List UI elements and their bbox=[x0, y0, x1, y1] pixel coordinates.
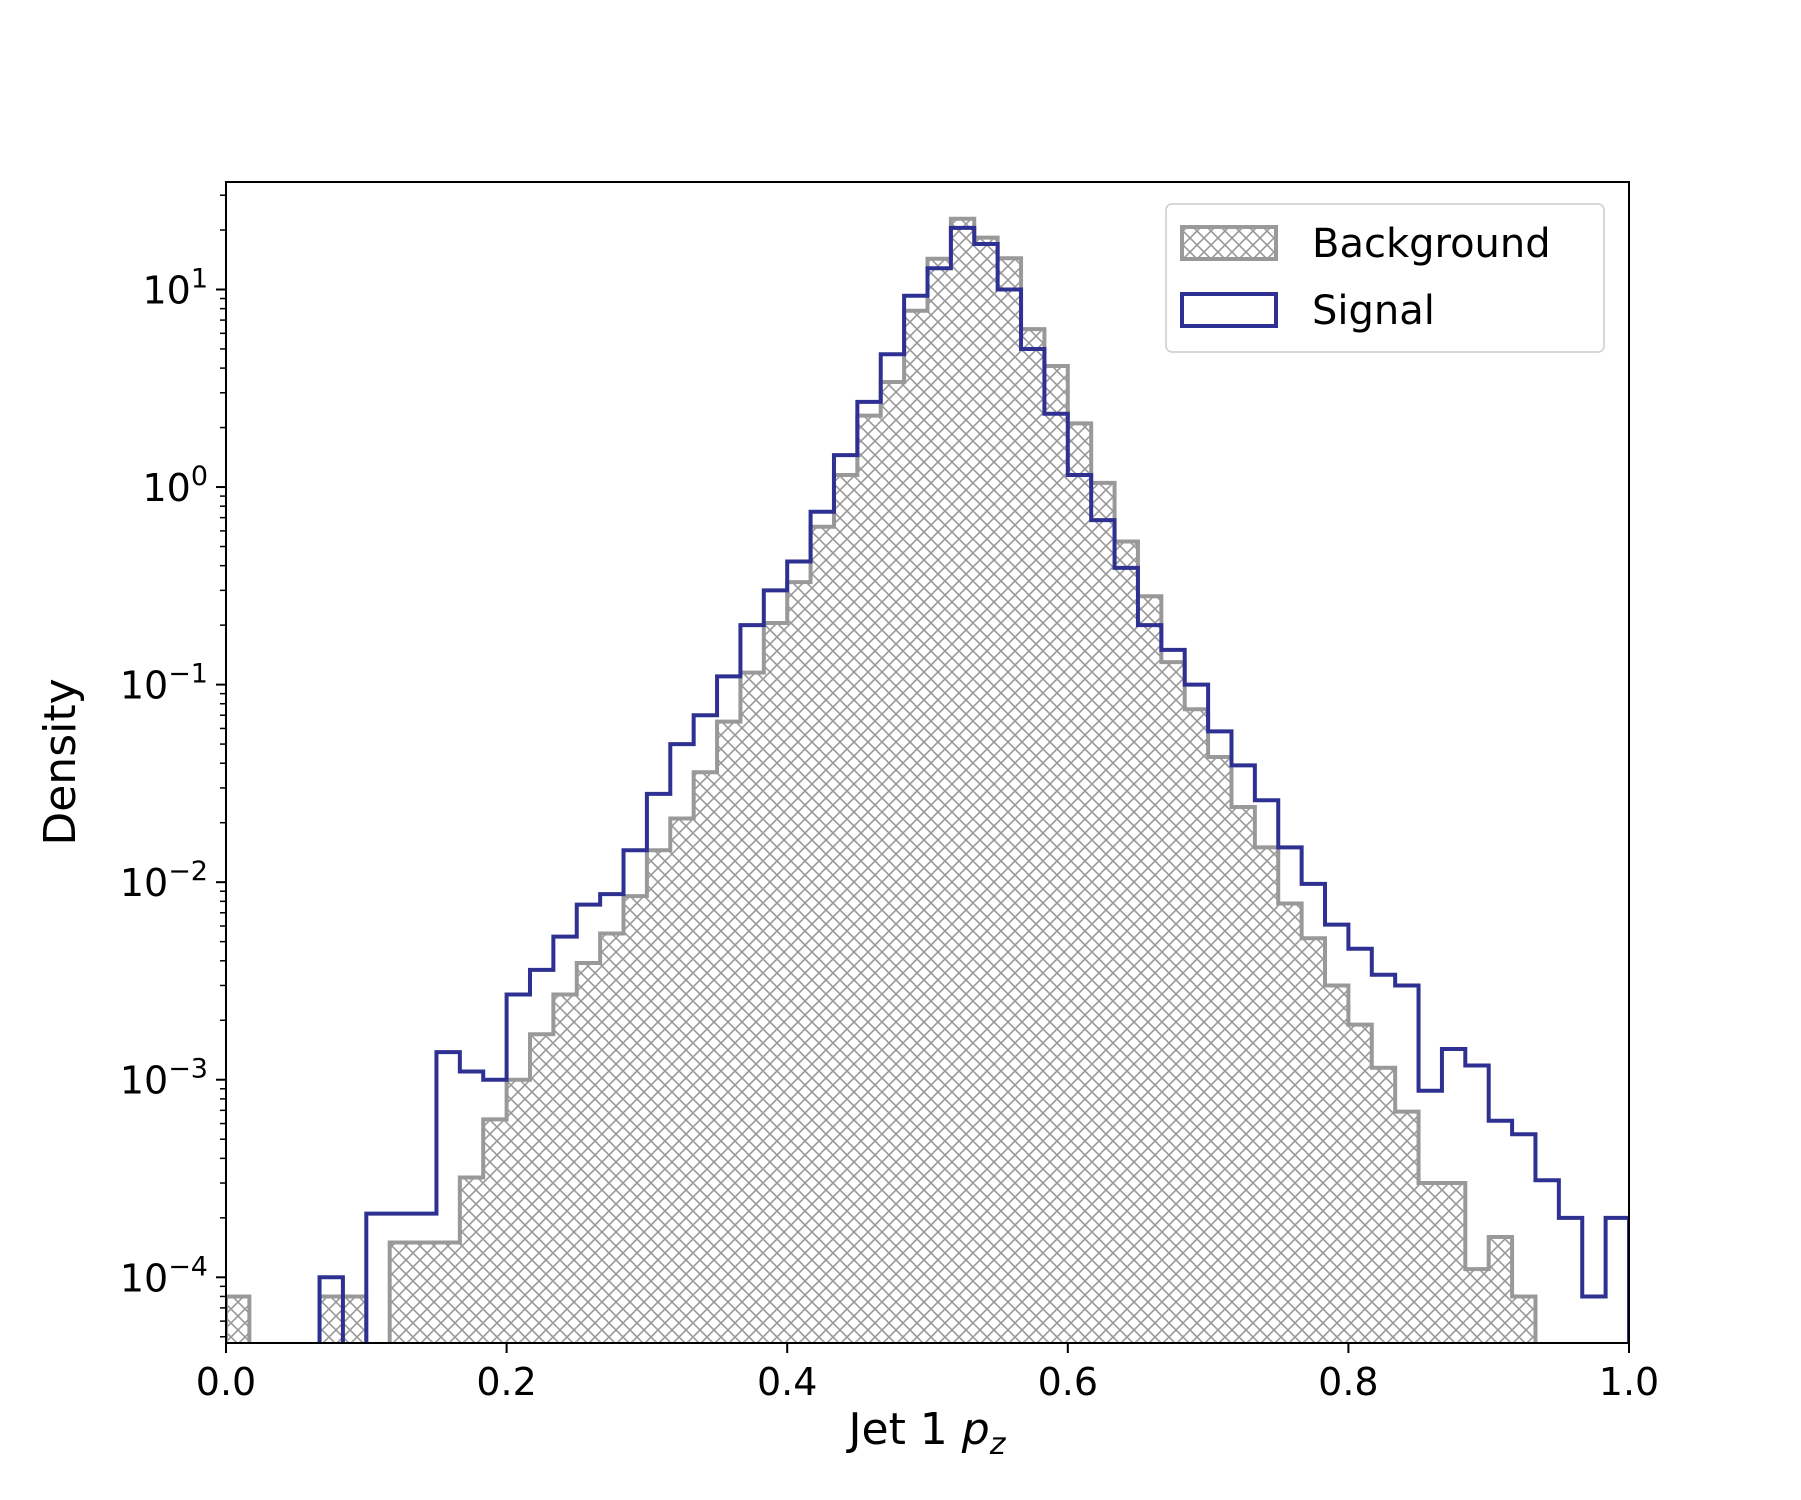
bar bbox=[600, 933, 624, 1343]
bar bbox=[880, 382, 905, 1343]
legend-swatch-signal bbox=[1180, 292, 1278, 328]
x-tick-label: 0.4 bbox=[757, 1360, 817, 1404]
y-tick-label: 10−3 bbox=[120, 1054, 208, 1103]
legend-label-background: Background bbox=[1312, 221, 1551, 267]
series-background bbox=[226, 216, 1538, 1343]
bar bbox=[740, 672, 764, 1343]
bar bbox=[646, 850, 671, 1343]
bar bbox=[810, 526, 834, 1343]
bar bbox=[226, 1296, 250, 1343]
y-tick-label: 10−4 bbox=[120, 1251, 208, 1300]
x-tick-label: 0.0 bbox=[196, 1360, 256, 1404]
bar bbox=[1441, 1183, 1466, 1343]
x-tick-label: 0.8 bbox=[1318, 1360, 1378, 1404]
bar bbox=[553, 994, 577, 1343]
y-axis-label: Density bbox=[35, 678, 86, 845]
bar bbox=[1114, 541, 1138, 1343]
bar bbox=[1208, 757, 1232, 1343]
bar bbox=[483, 1119, 507, 1343]
step-outline bbox=[317, 225, 1629, 1343]
bar bbox=[763, 623, 788, 1343]
bar bbox=[974, 237, 998, 1343]
bar bbox=[319, 1296, 343, 1343]
bar bbox=[506, 1079, 530, 1343]
legend-swatch-background bbox=[1180, 225, 1278, 261]
bar bbox=[413, 1242, 437, 1343]
bar bbox=[1325, 985, 1349, 1343]
bar bbox=[1137, 596, 1162, 1343]
bar bbox=[436, 1242, 460, 1343]
bar bbox=[1254, 847, 1279, 1343]
bar bbox=[670, 818, 694, 1343]
x-axis: 0.0 0.2 0.4 0.6 0.8 1.0 bbox=[196, 1343, 1659, 1404]
bar bbox=[1465, 1269, 1489, 1343]
bar bbox=[717, 721, 741, 1343]
x-tick-label: 1.0 bbox=[1599, 1360, 1659, 1404]
bar bbox=[1301, 938, 1326, 1343]
y-axis: 10−4 10−3 10−2 10−1 100 101 bbox=[120, 194, 226, 1338]
bar bbox=[1512, 1296, 1536, 1343]
bar bbox=[1161, 662, 1185, 1343]
legend: Background Signal bbox=[1165, 203, 1605, 353]
y-tick-label: 100 bbox=[142, 461, 208, 510]
bar bbox=[1488, 1236, 1513, 1343]
bar bbox=[623, 896, 647, 1343]
bar bbox=[459, 1177, 484, 1343]
x-axis-label: Jet 1 pz bbox=[846, 1404, 1007, 1462]
bar bbox=[342, 1296, 367, 1343]
x-tick-label: 0.6 bbox=[1038, 1360, 1098, 1404]
bar bbox=[833, 475, 858, 1343]
bar bbox=[904, 310, 928, 1343]
series-signal bbox=[317, 225, 1629, 1343]
plot-area bbox=[225, 181, 1630, 1344]
y-tick-label: 101 bbox=[142, 263, 208, 312]
bar bbox=[857, 415, 881, 1343]
y-tick-label: 10−1 bbox=[120, 659, 208, 708]
bar bbox=[1231, 807, 1255, 1343]
bar bbox=[1348, 1024, 1372, 1343]
bar bbox=[389, 1242, 414, 1343]
bar bbox=[529, 1034, 554, 1343]
bar bbox=[1371, 1067, 1396, 1343]
bar bbox=[950, 218, 975, 1343]
y-tick-label: 10−2 bbox=[120, 856, 208, 905]
legend-label-signal: Signal bbox=[1312, 288, 1435, 334]
bar bbox=[1184, 709, 1209, 1343]
bar bbox=[1067, 423, 1092, 1343]
bar bbox=[576, 962, 601, 1343]
bar bbox=[1091, 482, 1115, 1343]
bar bbox=[927, 258, 951, 1343]
bar bbox=[787, 582, 811, 1343]
bar bbox=[1418, 1183, 1442, 1343]
bar bbox=[1021, 329, 1045, 1343]
bar bbox=[1395, 1111, 1419, 1343]
bar bbox=[1278, 903, 1302, 1343]
bar bbox=[997, 258, 1022, 1343]
bar bbox=[693, 772, 718, 1343]
bar bbox=[1044, 365, 1068, 1343]
x-tick-label: 0.2 bbox=[476, 1360, 536, 1404]
